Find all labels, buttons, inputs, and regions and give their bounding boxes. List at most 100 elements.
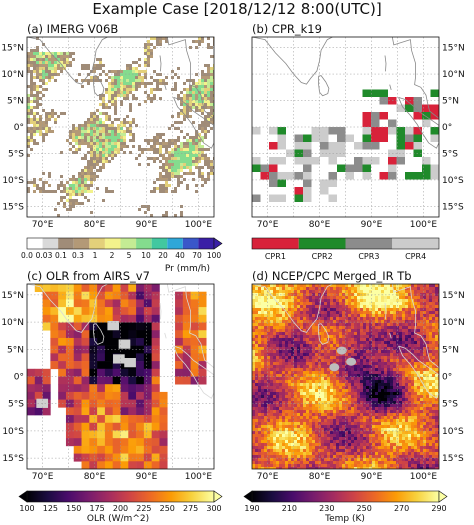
tb-cell <box>408 413 411 416</box>
precip-cell <box>201 184 204 187</box>
tb-cell <box>321 404 324 407</box>
tb-cell <box>414 401 417 404</box>
precip-cell <box>174 160 177 163</box>
precip-cell <box>192 178 195 181</box>
tb-cell <box>300 320 303 323</box>
tb-cell <box>321 362 324 365</box>
tb-cell <box>390 356 393 359</box>
precip-cell <box>120 91 123 94</box>
precip-cell <box>177 112 180 115</box>
precip-cell <box>168 175 171 178</box>
tb-cell <box>288 344 291 347</box>
tb-cell <box>264 407 267 410</box>
tb-cell <box>420 410 423 413</box>
precip-cell <box>192 163 195 166</box>
precip-cell <box>72 187 75 190</box>
tb-cell <box>369 407 372 410</box>
olr-cell <box>73 299 82 308</box>
tb-cell <box>375 416 378 419</box>
tb-cell <box>291 389 294 392</box>
tb-cell <box>414 287 417 290</box>
precip-cell <box>27 181 30 184</box>
cpr-cell <box>379 89 388 97</box>
tb-cell <box>381 368 384 371</box>
tb-cell <box>330 308 333 311</box>
precip-cell <box>210 103 213 106</box>
tb-cell <box>414 377 417 380</box>
tb-cell <box>261 365 264 368</box>
tb-cell <box>270 371 273 374</box>
tb-cell <box>270 344 273 347</box>
olr-cell <box>198 361 207 370</box>
tb-cell <box>327 398 330 401</box>
tb-cell <box>324 311 327 314</box>
precip-cell <box>198 88 201 91</box>
tb-cell <box>252 290 255 293</box>
olr-cell <box>65 322 75 331</box>
tb-cell <box>399 404 402 407</box>
tb-cell <box>321 380 324 383</box>
precip-cell <box>153 142 156 145</box>
tb-cell <box>402 362 405 365</box>
tb-cell <box>279 404 282 407</box>
precip-cell <box>189 172 192 175</box>
tb-cell <box>312 416 315 419</box>
tb-cell <box>393 317 396 320</box>
cpr-cell <box>388 164 397 172</box>
precip-cell <box>81 67 84 70</box>
tb-cell <box>321 320 324 323</box>
tb-cell <box>321 386 324 389</box>
precip-cell <box>102 139 105 142</box>
tb-cell <box>390 284 393 287</box>
tb-cell <box>375 317 378 320</box>
tb-cell <box>339 314 342 317</box>
tb-cell <box>267 356 270 359</box>
precip-cell <box>144 46 147 49</box>
tb-cell <box>405 413 408 416</box>
tb-cell <box>402 347 405 350</box>
precip-cell <box>129 67 132 70</box>
precip-cell <box>186 166 189 169</box>
tb-cell <box>267 293 270 296</box>
tb-cell <box>270 413 273 416</box>
precip-cell <box>108 124 111 127</box>
precip-cell <box>189 106 192 109</box>
tb-cell <box>261 392 264 395</box>
tb-cell <box>336 302 339 305</box>
tb-cell <box>429 374 432 377</box>
tb-cell <box>261 344 264 347</box>
precip-cell <box>27 127 30 130</box>
tb-cell <box>258 335 261 338</box>
tb-cell <box>405 389 408 392</box>
tb-cell <box>336 299 339 302</box>
precip-cell <box>198 106 201 109</box>
tb-cell <box>255 308 258 311</box>
tb-cell <box>384 362 387 365</box>
tb-cell <box>354 290 357 293</box>
precip-cell <box>165 172 168 175</box>
tb-cell <box>303 287 306 290</box>
precip-cell <box>96 142 99 145</box>
tb-cell <box>336 419 339 422</box>
precip-cell <box>126 145 129 148</box>
precip-cell <box>81 172 84 175</box>
tb-cell <box>390 386 393 389</box>
tb-cell <box>387 404 390 407</box>
tb-cell <box>435 350 438 353</box>
tb-cell <box>360 413 363 416</box>
tb-cell <box>258 302 261 305</box>
tb-cell <box>405 422 408 425</box>
precip-cell <box>213 109 214 112</box>
tb-cell <box>426 308 429 311</box>
olr-cell <box>112 407 121 416</box>
olr-cell <box>128 376 137 385</box>
olr-cell <box>89 345 98 354</box>
tb-cell <box>315 371 318 374</box>
tb-cell <box>426 398 429 401</box>
precip-cell <box>129 139 132 142</box>
olr-cell <box>34 384 43 393</box>
precip-cell <box>201 130 204 133</box>
tb-cell <box>303 407 306 410</box>
tb-cell <box>375 347 378 350</box>
olr-cell <box>182 353 191 362</box>
